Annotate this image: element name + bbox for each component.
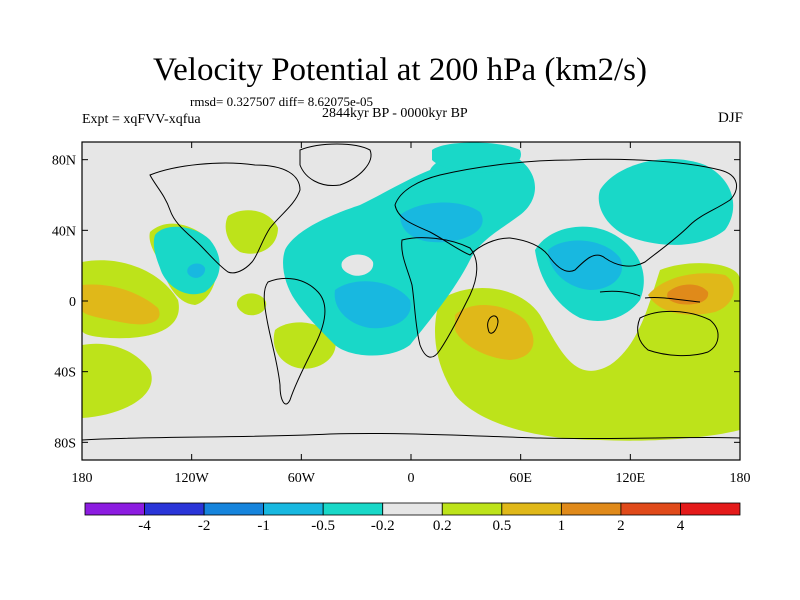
contour-negative-pacific <box>153 226 220 295</box>
longitude-ticks: 180 120W 60W 0 60E 120E 180 <box>72 142 751 486</box>
coastline-greenland <box>299 143 372 187</box>
contour-negative-northeast-asia <box>598 159 734 245</box>
colorbar-label: -1 <box>257 518 270 534</box>
coastline-indonesia <box>599 290 701 303</box>
coastline-africa <box>401 237 478 358</box>
colorbar-swatch <box>382 502 443 516</box>
contour-moderate-negative-pacific-spot <box>187 263 206 278</box>
lon-tick-label: 120W <box>175 471 210 486</box>
colorbar-swatch <box>144 502 205 516</box>
rmsd-text: rmsd= 0.327507 diff= 8.62075e-05 <box>190 94 374 109</box>
lon-tick-label: 0 <box>408 471 415 486</box>
colorbar-swatch <box>441 502 503 516</box>
contour-moderate-negative-asia <box>548 240 623 290</box>
coastline-antarctica <box>81 432 741 441</box>
coastline-south-america <box>263 277 326 405</box>
lon-tick-label: 60E <box>509 471 532 486</box>
season-text: DJF <box>717 110 743 126</box>
contour-moderate-negative-mediterranean <box>400 202 483 243</box>
colorbar-label: -4 <box>138 518 151 534</box>
colorbar <box>84 502 741 516</box>
contour-moderate-east-pacific <box>82 284 160 325</box>
lat-tick-label: 40N <box>52 224 76 239</box>
lat-tick-label: 40S <box>54 366 76 381</box>
colorbar-label: -0.2 <box>370 518 395 534</box>
lon-tick-label: 180 <box>72 471 93 486</box>
plot-title: Velocity Potential at 200 hPa (km2/s) <box>152 52 648 88</box>
colorbar-swatch <box>620 502 681 516</box>
colorbar-label: -2 <box>197 518 211 534</box>
contour-neutral-hole-atlantic <box>341 254 374 276</box>
coastline-north-america <box>149 162 301 274</box>
colorbar-label: 1 <box>557 518 566 534</box>
period-text: 2844kyr BP - 0000kyr BP <box>322 106 468 121</box>
colorbar-label: 4 <box>676 518 685 534</box>
contour-positive-north-america <box>225 210 278 254</box>
contour-positive-small-atlantic <box>236 293 267 316</box>
colorbar-swatch <box>203 502 265 516</box>
colorbar-swatch <box>680 502 741 516</box>
lon-tick-label: 60W <box>288 471 316 486</box>
contour-fields <box>82 142 740 441</box>
colorbar-label: 0.5 <box>492 518 512 534</box>
colorbar-swatch <box>322 502 384 516</box>
colorbar-label: -0.5 <box>311 518 336 534</box>
lat-tick-label: 0 <box>69 295 76 310</box>
colorbar-label: 2 <box>617 518 625 534</box>
lat-tick-label: 80S <box>54 436 76 451</box>
contour-positive-southern-band <box>82 343 152 418</box>
contour-moderate-madagascar <box>455 304 534 360</box>
lat-tick-label: 80N <box>52 154 76 169</box>
colorbar-swatch <box>263 502 324 516</box>
latitude-ticks: 80N 40N 0 40S 80S <box>52 154 740 451</box>
colorbar-swatch <box>501 502 562 516</box>
experiment-text: Expt = xqFVV-xqfua <box>82 112 201 127</box>
colorbar-swatch <box>560 502 622 516</box>
colorbar-swatch <box>84 502 145 516</box>
lon-tick-label: 180 <box>730 471 751 486</box>
coastline-madagascar <box>487 315 499 334</box>
coastline-australia <box>637 310 719 357</box>
lon-tick-label: 120E <box>616 471 646 486</box>
coastlines <box>81 143 741 441</box>
coastline-europe-asia <box>394 158 738 272</box>
contour-moderate-negative-atlantic <box>334 281 411 329</box>
colorbar-label: 0.2 <box>432 518 452 534</box>
